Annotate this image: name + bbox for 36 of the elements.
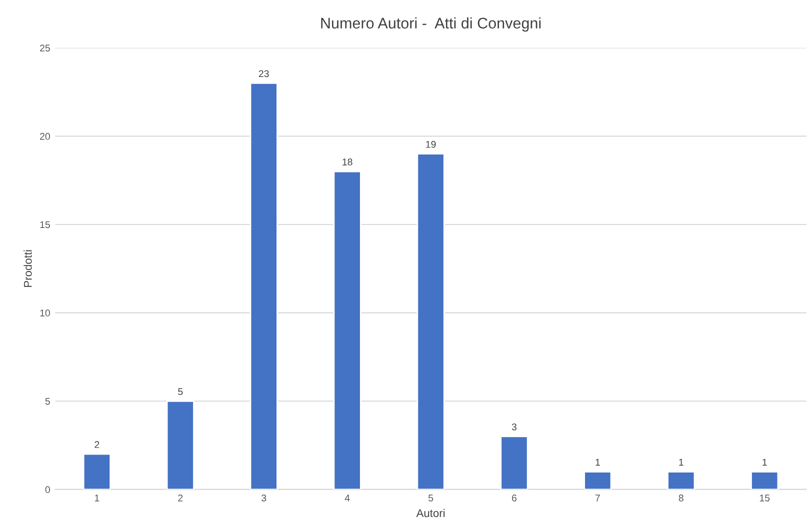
bar [584, 471, 612, 490]
bar [500, 436, 528, 490]
y-tick-label: 10 [40, 310, 50, 316]
y-tick-label: 5 [45, 398, 50, 405]
data-label: 2 [94, 441, 100, 448]
data-label: 18 [342, 158, 352, 166]
bar [333, 170, 362, 490]
x-tick-label: 6 [512, 494, 516, 502]
y-tick-label: 0 [45, 486, 50, 494]
y-axis-title: Prodotti [24, 250, 32, 287]
bar [416, 153, 445, 490]
data-label: 23 [258, 70, 269, 78]
bar [667, 471, 696, 490]
x-tick-label: 5 [428, 494, 434, 502]
x-tick-label: 8 [678, 494, 684, 502]
y-tick-label: 25 [40, 44, 50, 52]
data-label: 3 [512, 423, 516, 430]
x-axis-title: Autori [416, 508, 445, 518]
x-tick-label: 1 [94, 494, 100, 502]
x-tick-label: 15 [760, 494, 770, 502]
x-tick-label: 2 [178, 494, 183, 502]
data-label: 5 [178, 388, 183, 396]
chart-title: Numero Autori - Atti di Convegni [321, 17, 541, 32]
x-tick-label: 4 [344, 494, 350, 502]
bar [82, 453, 111, 490]
bar [250, 82, 278, 490]
data-label: 1 [596, 458, 600, 466]
bar [166, 400, 194, 490]
data-label: 19 [426, 140, 436, 148]
bar [750, 471, 779, 490]
y-tick-label: 15 [40, 221, 50, 228]
x-tick-label: 7 [595, 494, 600, 502]
data-label: 1 [762, 458, 767, 466]
x-tick-label: 3 [262, 494, 266, 502]
y-tick-label: 20 [40, 132, 50, 140]
data-label: 1 [679, 458, 684, 466]
